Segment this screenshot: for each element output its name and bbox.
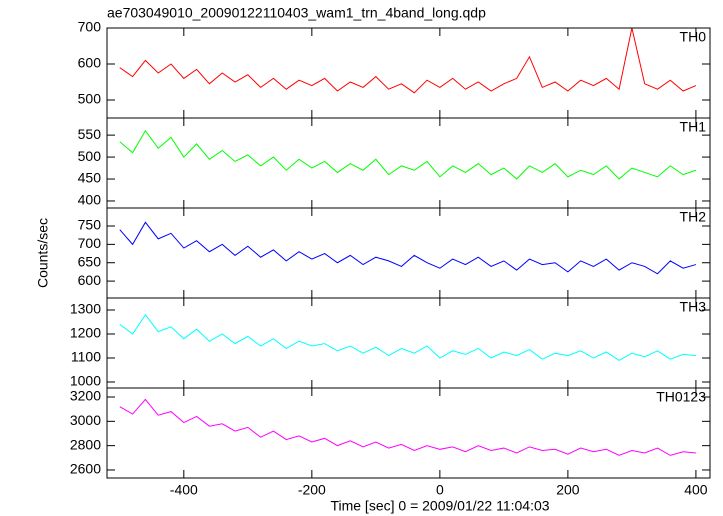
- x-tick-label: 200: [556, 482, 580, 498]
- y-axis-label: Counts/sec: [35, 218, 51, 288]
- y-tick-label: 650: [78, 253, 102, 269]
- x-axis-label: Time [sec] 0 = 2009/01/22 11:04:03: [330, 498, 549, 514]
- y-tick-label: 750: [78, 217, 102, 233]
- y-tick-label: 1000: [70, 373, 101, 389]
- panel-frame: [106, 297, 711, 389]
- data-line: [119, 313, 696, 361]
- y-tick-label: 700: [78, 19, 102, 35]
- y-tick-label: 1100: [71, 349, 101, 365]
- y-tick-label: 3200: [70, 388, 101, 404]
- y-tick-label: 2800: [70, 436, 101, 452]
- data-line: [119, 129, 697, 180]
- panel-label: TH0123: [656, 389, 706, 405]
- x-tick-label: -200: [298, 482, 326, 498]
- y-tick-label: 500: [78, 148, 102, 164]
- x-tick-label: -400: [170, 482, 198, 498]
- y-tick-label: 1300: [70, 301, 101, 317]
- y-tick-label: 600: [78, 272, 102, 288]
- panel-label: TH2: [680, 209, 707, 225]
- panel-label: TH3: [680, 299, 707, 315]
- y-tick-label: 2600: [70, 461, 101, 477]
- data-line: [119, 221, 697, 275]
- panel-frame: [106, 117, 711, 209]
- y-tick-label: 550: [78, 126, 102, 142]
- y-tick-label: 450: [78, 170, 102, 186]
- panel-frame: [106, 387, 711, 479]
- panel-frame: [106, 27, 711, 119]
- y-tick-label: 500: [78, 91, 102, 107]
- data-line: [119, 398, 696, 456]
- y-tick-label: 400: [78, 192, 102, 208]
- x-tick-label: 400: [684, 482, 708, 498]
- y-tick-label: 600: [78, 55, 102, 71]
- chart-title: ae703049010_20090122110403_wam1_trn_4ban…: [107, 5, 486, 21]
- y-tick-label: 1200: [70, 325, 101, 341]
- x-tick-label: 0: [436, 482, 444, 498]
- panel-label: TH0: [680, 29, 707, 45]
- data-line: [119, 27, 697, 94]
- panel-frame: [106, 207, 711, 299]
- y-tick-label: 700: [78, 235, 102, 251]
- y-tick-label: 3000: [70, 412, 101, 428]
- panel-label: TH1: [680, 119, 707, 135]
